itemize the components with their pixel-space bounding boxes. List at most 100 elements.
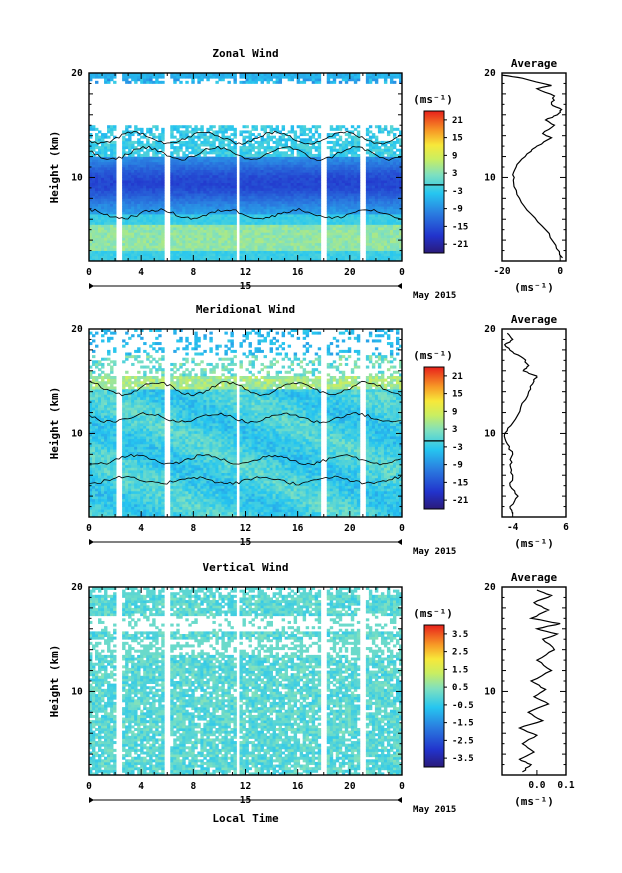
heatmap-cell (242, 188, 245, 191)
heatmap-cell (330, 177, 333, 180)
heatmap-cell (122, 245, 125, 248)
heatmap-cell (215, 251, 218, 254)
heatmap-cell (239, 162, 242, 165)
heatmap-cell (339, 81, 342, 84)
heatmap-cell (200, 251, 203, 254)
heatmap-cell (155, 183, 158, 186)
heatmap-cell (224, 128, 227, 131)
heatmap-cell (224, 151, 227, 154)
heatmap-cell (95, 224, 98, 227)
heatmap-cell (342, 251, 345, 254)
heatmap-cell (131, 206, 134, 209)
heatmap-cell (255, 170, 258, 173)
heatmap-cell (152, 224, 155, 227)
heatmap-cell (381, 149, 384, 152)
heatmap-cell (378, 219, 381, 222)
heatmap-cell (333, 183, 336, 186)
heatmap-cell (194, 159, 197, 162)
heatmap-cell (200, 167, 203, 170)
heatmap-cell (239, 224, 242, 227)
heatmap-cell (279, 240, 282, 243)
heatmap-cell (218, 253, 221, 256)
heatmap-cell (369, 125, 372, 128)
heatmap-cell (387, 183, 390, 186)
heatmap-cell (221, 230, 224, 233)
heatmap-cell (309, 193, 312, 196)
heatmap-cell (149, 172, 152, 175)
heatmap-cell (387, 253, 390, 256)
heatmap-cell (227, 206, 230, 209)
heatmap-cell (342, 219, 345, 222)
heatmap-cell (107, 167, 110, 170)
heatmap-cell (357, 251, 360, 254)
heatmap-cell (101, 162, 104, 165)
heatmap-cell (306, 151, 309, 154)
heatmap-cell (203, 230, 206, 233)
heatmap-cell (279, 151, 282, 154)
heatmap-cell (297, 154, 300, 157)
heatmap-cell (101, 227, 104, 230)
heatmap-cell (200, 224, 203, 227)
heatmap-cell (197, 248, 200, 251)
heatmap-cell (230, 162, 233, 165)
heatmap-cell (221, 154, 224, 157)
heatmap-cell (333, 227, 336, 230)
heatmap-cell (345, 170, 348, 173)
heatmap-cell (221, 253, 224, 256)
heatmap-cell (345, 204, 348, 207)
heatmap-cell (122, 78, 125, 81)
heatmap-cell (291, 180, 294, 183)
heatmap-cell (306, 243, 309, 246)
heatmap-cell (110, 206, 113, 209)
heatmap-cell (203, 204, 206, 207)
heatmap-cell (387, 149, 390, 152)
heatmap-cell (137, 230, 140, 233)
heatmap-cell (369, 256, 372, 259)
heatmap-cell (152, 191, 155, 194)
heatmap-cell (282, 162, 285, 165)
heatmap-cell (131, 157, 134, 160)
heatmap-cell (98, 224, 101, 227)
heatmap-cell (312, 183, 315, 186)
heatmap-cell (200, 193, 203, 196)
heatmap-cell (390, 198, 393, 201)
heatmap-cell (113, 240, 116, 243)
heatmap-cell (155, 185, 158, 188)
heatmap-cell (318, 224, 321, 227)
heatmap-cell (297, 193, 300, 196)
heatmap-cell (291, 227, 294, 230)
heatmap-cell (300, 253, 303, 256)
heatmap-cell (264, 172, 267, 175)
heatmap-cell (288, 214, 291, 217)
heatmap-cell (221, 206, 224, 209)
heatmap-cell (252, 125, 255, 128)
heatmap-cell (200, 159, 203, 162)
heatmap-cell (158, 245, 161, 248)
heatmap-cell (252, 224, 255, 227)
heatmap-cell (113, 251, 116, 254)
heatmap-cell (279, 172, 282, 175)
heatmap-cell (306, 170, 309, 173)
heatmap-cell (273, 172, 276, 175)
heatmap-cell (179, 243, 182, 246)
heatmap-cell (95, 245, 98, 248)
heatmap-cell (110, 191, 113, 194)
heatmap-cell (270, 128, 273, 131)
heatmap-cell (372, 227, 375, 230)
heatmap-cell (98, 222, 101, 225)
heatmap-cell (173, 243, 176, 246)
heatmap-cell (212, 177, 215, 180)
heatmap-cell (182, 136, 185, 139)
heatmap-cell (390, 217, 393, 220)
heatmap-cell (255, 209, 258, 212)
heatmap-cell (303, 159, 306, 162)
heatmap-cell (95, 151, 98, 154)
heatmap-cell (194, 136, 197, 139)
heatmap-cell (306, 238, 309, 241)
heatmap-cell (158, 217, 161, 220)
heatmap-cell (206, 159, 209, 162)
heatmap-cell (249, 227, 252, 230)
heatmap-cell (155, 136, 158, 139)
heatmap-cell (261, 162, 264, 165)
heatmap-cell (312, 198, 315, 201)
